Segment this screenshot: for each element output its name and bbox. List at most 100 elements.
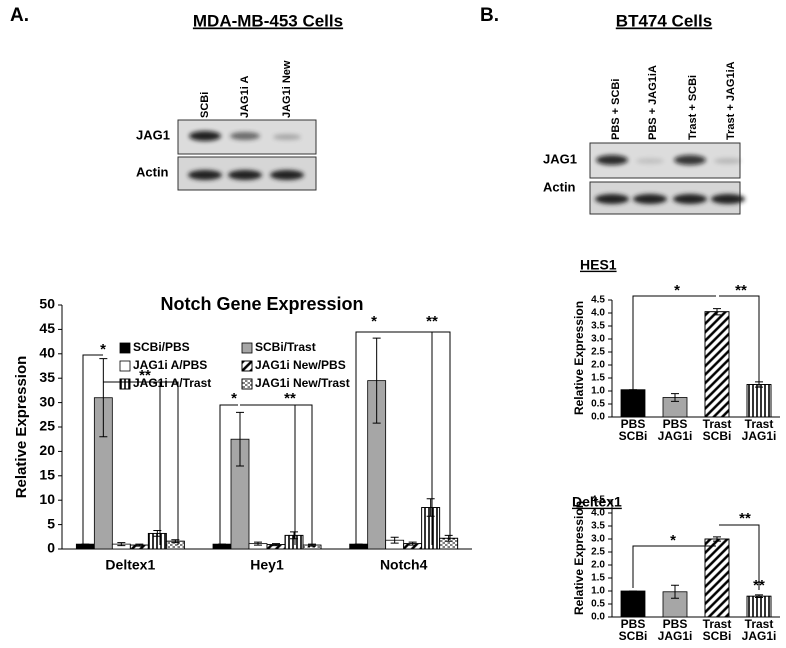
significance-bracket	[719, 524, 760, 590]
legend-swatch	[119, 342, 131, 354]
x-tick-label-line: JAG1i	[658, 629, 693, 643]
y-tick-label: 3.0	[591, 534, 605, 545]
error-bar	[390, 536, 399, 544]
y-tick-label: 0.0	[591, 412, 605, 423]
x-tick-label: Notch4	[380, 557, 428, 573]
error-bar	[272, 543, 280, 547]
legend-swatch	[119, 360, 131, 372]
y-tick-label: 1.5	[591, 573, 605, 584]
significance-label: **	[735, 282, 747, 299]
y-tick-label: 0.5	[591, 599, 605, 610]
x-tick-label: PBS JAG1i	[658, 617, 693, 643]
significance-bracket	[103, 381, 179, 545]
chart: HES1 Relative Expression 0.0 0.5 1.0 1.5 2.0 2.…	[572, 257, 780, 443]
significance-label: **	[426, 313, 438, 330]
error-bar	[117, 542, 126, 547]
x-tick-label: PBS SCBi	[619, 417, 648, 443]
significance-label: **	[739, 510, 751, 527]
chart-title: Notch Gene Expression	[160, 294, 363, 314]
legend-label: JAG1i New/Trast	[255, 376, 350, 390]
y-tick-label: 2.5	[591, 547, 605, 558]
y-tick-label: 45	[39, 320, 55, 336]
y-tick-label: 0.0	[591, 612, 605, 623]
y-tick-label: 1.5	[591, 373, 605, 384]
x-tick-label-line: SCBi	[619, 429, 648, 443]
significance-bracket	[355, 331, 374, 545]
error-bar	[671, 584, 679, 599]
y-tick-label: 40	[39, 345, 55, 361]
x-tick-label: PBS JAG1i	[658, 417, 693, 443]
chart-title: HES1	[580, 257, 617, 273]
x-tick-label-line: SCBi	[619, 629, 648, 643]
x-tick-label: Trast SCBi	[703, 417, 732, 443]
y-tick-label: 2.5	[591, 347, 605, 358]
x-tick-label-line: Trast	[745, 617, 774, 631]
y-tick-label: 3.5	[591, 521, 605, 532]
bar-pattern	[746, 384, 772, 418]
y-tick-label: 30	[39, 393, 55, 409]
bar-pattern	[704, 538, 730, 618]
y-tick-label: 10	[39, 491, 55, 507]
row-label: Actin	[543, 179, 576, 194]
x-tick-label-line: PBS	[663, 617, 688, 631]
lane-label: PBS + JAG1iA	[647, 65, 659, 140]
significance-label: *	[371, 313, 377, 330]
y-axis-label: Relative Expression	[572, 501, 586, 615]
legend-label: JAG1i A/PBS	[133, 358, 207, 372]
legend: SCBi/PBS SCBi/Trast JAG1i A/PBS JAG1i New/P…	[119, 340, 350, 390]
bar	[349, 543, 369, 550]
x-tick-label-line: Trast	[745, 417, 774, 431]
x-tick-label-line: SCBi	[703, 629, 732, 643]
significance-label: *	[100, 341, 106, 358]
x-tick-label-line: JAG1i	[658, 429, 693, 443]
legend-swatch	[241, 342, 253, 354]
error-bar	[426, 498, 435, 517]
significance-bracket	[719, 295, 760, 386]
error-bar	[755, 594, 763, 598]
row-label: Actin	[136, 164, 169, 179]
x-tick-label-line: Trast	[703, 417, 732, 431]
blot	[177, 119, 317, 191]
x-tick-label-line: SCBi	[703, 429, 732, 443]
x-tick-label: Trast JAG1i	[742, 617, 777, 643]
bar	[212, 543, 232, 550]
error-bar	[254, 541, 262, 546]
error-bar	[99, 358, 108, 438]
significance-label: **	[753, 577, 765, 594]
blot-title: BT474 Cells	[616, 11, 712, 30]
error-bar	[372, 337, 381, 424]
y-tick-label: 25	[39, 418, 55, 434]
lane-label: PBS + SCBi	[610, 79, 622, 140]
x-tick-label-line: Trast	[703, 617, 732, 631]
error-bar	[135, 543, 144, 547]
x-tick-label-line: PBS	[621, 617, 646, 631]
error-bar	[236, 411, 244, 467]
y-tick-label: 2.0	[591, 560, 605, 571]
legend-label: SCBi/PBS	[133, 340, 190, 354]
error-bar	[444, 534, 453, 542]
y-tick-label: 3.5	[591, 321, 605, 332]
significance-label: *	[231, 390, 237, 407]
legend-swatch-pattern	[241, 378, 253, 390]
x-tick-label: PBS SCBi	[619, 617, 648, 643]
bar-pattern	[704, 311, 730, 418]
error-bar	[713, 308, 721, 316]
y-tick-label: 4.5	[591, 495, 605, 506]
row-label: JAG1	[136, 127, 170, 142]
y-axis-label: Relative Expression	[13, 356, 30, 499]
error-bar	[713, 536, 721, 542]
significance-bracket	[374, 331, 451, 545]
legend-label: JAG1i A/Trast	[133, 376, 211, 390]
lane-label: JAG1i A	[239, 76, 251, 118]
significance-bracket	[82, 354, 103, 545]
error-bar	[671, 393, 679, 402]
y-tick-label: 1.0	[591, 586, 605, 597]
x-tick-label: Trast SCBi	[703, 617, 732, 643]
lane-label: Trast + JAG1iA	[725, 61, 737, 140]
significance-label: *	[670, 532, 676, 549]
legend-label: JAG1i New/PBS	[255, 358, 346, 372]
x-tick-label-line: PBS	[663, 417, 688, 431]
y-tick-label: 4.0	[591, 508, 605, 519]
y-tick-label: 5	[47, 515, 55, 531]
